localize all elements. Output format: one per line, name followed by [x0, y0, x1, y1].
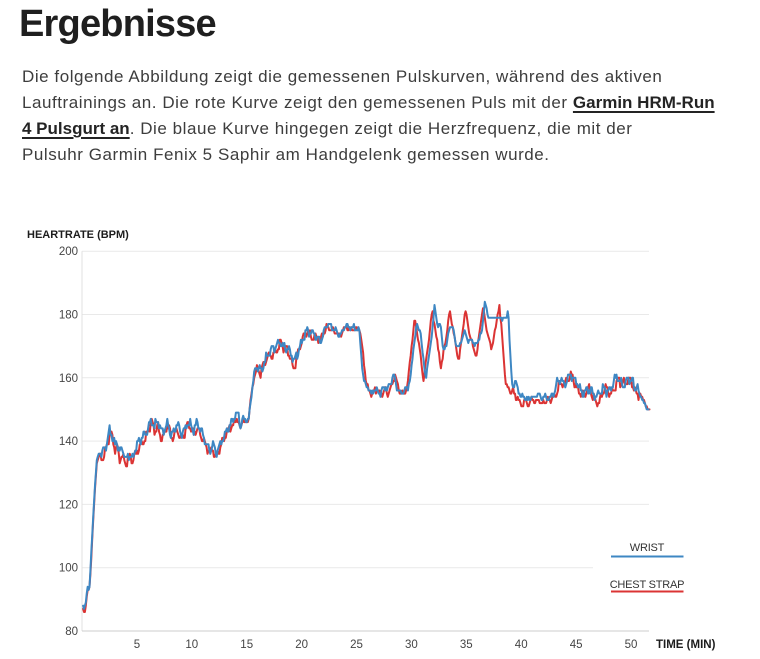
svg-text:160: 160 — [59, 373, 78, 385]
svg-text:25: 25 — [350, 639, 363, 651]
svg-text:CHEST STRAP: CHEST STRAP — [610, 579, 685, 591]
svg-text:140: 140 — [59, 436, 78, 448]
svg-text:80: 80 — [65, 626, 78, 638]
svg-text:45: 45 — [570, 639, 583, 651]
svg-text:100: 100 — [59, 563, 78, 575]
svg-text:15: 15 — [240, 639, 253, 651]
svg-text:20: 20 — [295, 639, 308, 651]
svg-text:30: 30 — [405, 639, 418, 651]
svg-text:180: 180 — [59, 310, 78, 322]
svg-text:HEARTRATE (BPM): HEARTRATE (BPM) — [27, 229, 129, 241]
svg-text:TIME (MIN): TIME (MIN) — [656, 639, 716, 651]
svg-text:50: 50 — [625, 639, 638, 651]
svg-text:40: 40 — [515, 639, 528, 651]
svg-text:35: 35 — [460, 639, 473, 651]
svg-text:10: 10 — [185, 639, 198, 651]
svg-text:5: 5 — [134, 639, 140, 651]
svg-text:120: 120 — [59, 499, 78, 511]
svg-text:200: 200 — [59, 246, 78, 258]
svg-text:WRIST: WRIST — [630, 542, 665, 554]
